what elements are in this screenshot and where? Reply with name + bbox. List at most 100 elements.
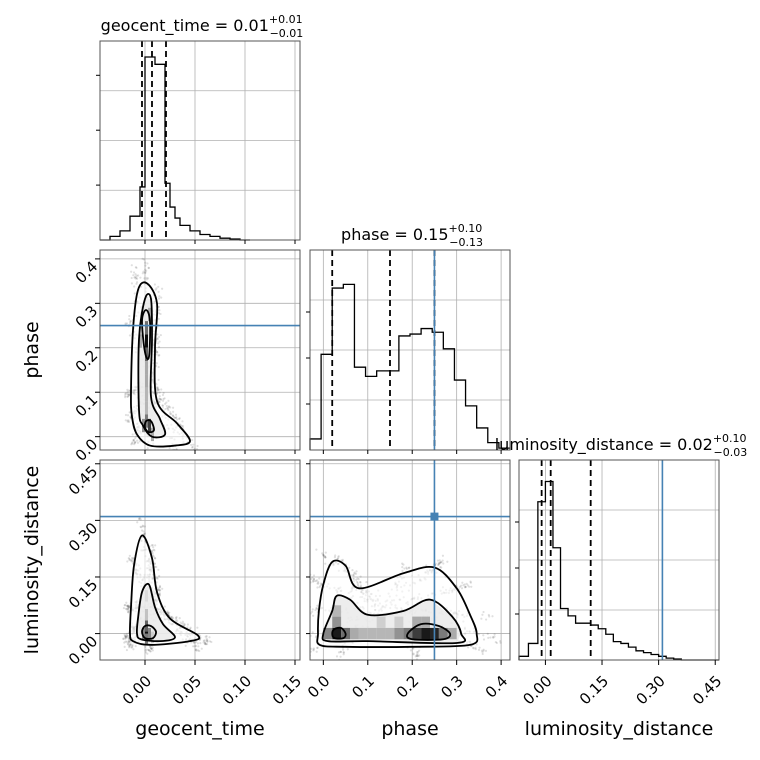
scatter-point [145,648,148,651]
scatter-point [169,406,172,409]
scatter-point [126,388,129,391]
scatter-point [321,553,325,556]
scatter-point [143,532,147,535]
scatter-point [464,585,467,589]
scatter-point [166,407,169,410]
scatter-point [169,412,172,415]
scatter-point [463,586,467,589]
density-cell [145,321,148,335]
scatter-point [127,641,130,644]
scatter-point [134,266,137,269]
scatter-point [128,334,132,337]
scatter-point [124,413,128,417]
scatter-point [122,606,126,610]
scatter-point [181,620,184,623]
scatter-point [210,640,213,644]
scatter-point [321,552,324,555]
scatter-point [312,647,315,650]
scatter-point [158,588,162,592]
density-cell [367,627,377,640]
scatter-point [335,655,339,658]
scatter-point [135,282,138,285]
scatter-point [161,404,164,407]
density-cell [438,627,448,640]
scatter-point [126,414,130,417]
y-tick-label: 0.1 [72,391,102,421]
scatter-point [307,645,309,647]
scatter-point [359,580,362,584]
scatter-point [348,566,351,569]
scatter-point [198,452,200,454]
scatter-point [199,642,202,645]
scatter-point [412,653,415,656]
scatter-point [307,647,309,649]
scatter-point [143,525,146,528]
y-tick-label: 0.00 [65,632,101,668]
scatter-point [462,584,465,587]
scatter-point [133,292,136,295]
contour-line [316,559,479,648]
scatter-point [171,406,175,409]
scatter-point [482,610,485,614]
density-cell [145,590,148,602]
scatter-point [131,643,134,646]
scatter-point [167,399,170,402]
scatter-point [463,583,466,586]
scatter-point [128,604,131,608]
scatter-point [157,588,160,591]
scatter-point [471,646,475,649]
scatter-point [158,400,161,404]
density-cell [332,616,342,628]
scatter-point [127,611,130,614]
scatter-point [333,556,337,559]
scatter-point [146,277,150,280]
scatter-point [125,633,128,637]
scatter-point [157,290,160,293]
scatter-point [301,653,303,655]
pair-panel [100,250,300,454]
scatter-point [139,276,142,279]
scatter-point [186,623,189,626]
pair-panel [301,460,510,660]
scatter-point [315,607,318,610]
scatter-point [171,615,174,618]
scatter-point [415,653,418,656]
scatter-point [440,561,443,564]
contour-line [321,594,467,645]
scatter-point [322,554,325,558]
scatter-point [353,571,356,574]
scatter-point [128,554,131,557]
scatter-point [470,585,473,588]
density-cell [151,631,154,644]
scatter-point [167,405,171,408]
scatter-point [155,353,158,356]
scatter-point [414,655,417,658]
scatter-point [439,561,443,564]
scatter-point [167,406,170,409]
scatter-point [499,640,502,643]
scatter-point [142,258,146,261]
scatter-point [133,441,136,444]
scatter-point [141,524,144,527]
scatter-point [499,641,502,644]
density-cell [421,616,430,628]
scatter-point [142,270,145,273]
scatter-point [145,278,148,281]
scatter-point [337,651,341,654]
scatter-point [129,643,132,647]
scatter-point [158,397,161,400]
scatter-point [412,652,415,655]
scatter-point [158,584,162,588]
scatter-point [409,649,412,652]
scatter-point [317,580,320,583]
histogram-phase [309,283,510,450]
scatter-point [151,549,154,552]
density-cell [394,616,404,628]
x-tick-label: 0.3 [437,672,467,702]
scatter-point [181,420,184,423]
scatter-point [405,566,408,569]
scatter-point [144,264,147,267]
scatter-point [365,581,368,584]
scatter-point [143,277,146,280]
density-cell [412,616,422,628]
